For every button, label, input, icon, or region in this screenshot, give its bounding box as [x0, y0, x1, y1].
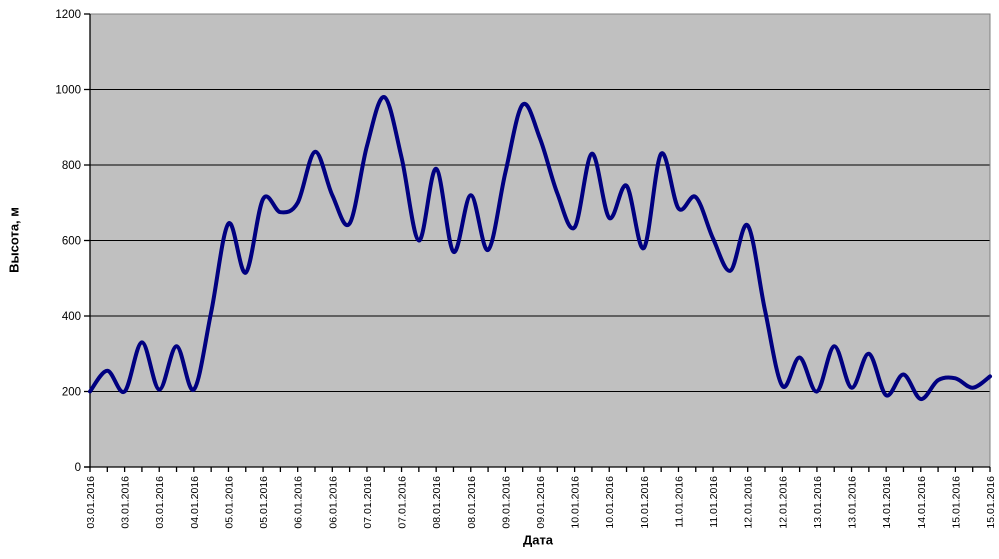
y-tick-label: 400 [62, 311, 81, 323]
x-tick-label: 09.01.2016 [535, 476, 547, 529]
x-tick-label: 05.01.2016 [258, 476, 270, 529]
x-tick-label: 06.01.2016 [327, 476, 339, 529]
x-tick-label: 08.01.2016 [431, 476, 443, 529]
x-tick-label: 07.01.2016 [397, 476, 409, 529]
x-tick-label: 15.01.2016 [985, 476, 997, 529]
x-tick-label: 10.01.2016 [604, 476, 616, 529]
x-tick-label: 12.01.2016 [777, 476, 789, 529]
height-series-line [88, 95, 992, 402]
x-tick-label: 09.01.2016 [500, 476, 512, 529]
y-tick-label: 800 [62, 160, 81, 172]
x-tick-label: 11.01.2016 [708, 476, 720, 528]
x-axis-title: Дата [522, 532, 554, 548]
x-tick-label: 13.01.2016 [812, 476, 824, 529]
x-tick-label: 08.01.2016 [466, 476, 478, 529]
x-tick-label: 07.01.2016 [362, 476, 374, 529]
x-tick-label: 03.01.2016 [85, 476, 97, 529]
x-tick-label: 13.01.2016 [847, 476, 859, 529]
y-tick-label: 0 [75, 462, 81, 474]
x-tick-label: 14.01.2016 [881, 476, 893, 529]
y-tick-label: 600 [62, 236, 81, 248]
x-tick-label: 12.01.2016 [743, 476, 755, 529]
x-tick-label: 15.01.2016 [950, 476, 962, 529]
x-tick-label: 14.01.2016 [916, 476, 928, 529]
x-tick-label: 03.01.2016 [154, 476, 166, 529]
x-tick-label: 05.01.2016 [223, 476, 235, 529]
x-tick-label: 06.01.2016 [293, 476, 305, 529]
x-tick-label: 03.01.2016 [120, 476, 132, 529]
x-tick-label: 11.01.2016 [673, 476, 685, 528]
x-tick-label: 10.01.2016 [639, 476, 651, 529]
y-tick-label: 200 [62, 387, 81, 399]
x-tick-label: 10.01.2016 [570, 476, 582, 529]
y-tick-label: 1200 [55, 9, 81, 21]
y-tick-label: 1000 [55, 85, 81, 97]
x-tick-label: 04.01.2016 [189, 476, 201, 529]
y-axis-title: Высота, м [6, 207, 22, 273]
